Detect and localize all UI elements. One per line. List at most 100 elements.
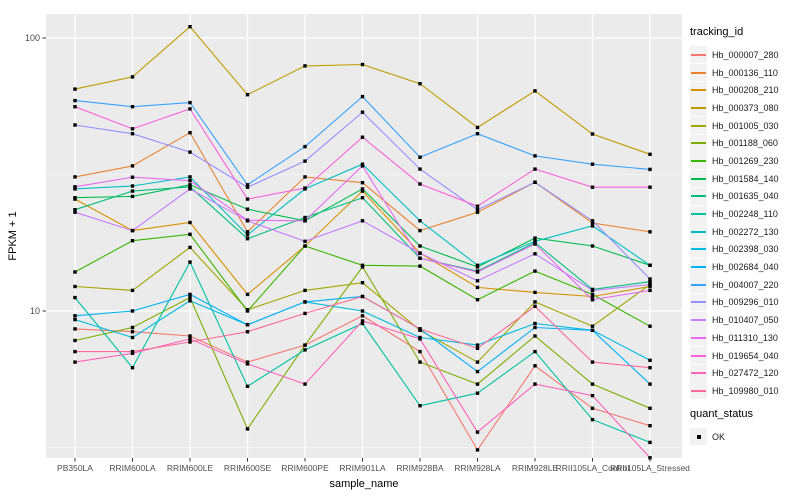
point-marker <box>130 189 135 193</box>
legend-title-quant-status: quant_status <box>690 407 753 420</box>
point-marker <box>188 337 192 341</box>
legend-key-line-icon <box>690 134 707 152</box>
point-marker <box>475 210 480 214</box>
x-tick-label: RRIM901LA <box>339 463 386 473</box>
point-marker <box>360 62 365 67</box>
quant-ok-label: OK <box>712 431 726 442</box>
point-marker <box>418 219 422 223</box>
legend-label: Hb_001005_030 <box>712 120 779 131</box>
point-marker <box>303 144 307 149</box>
point-marker <box>475 132 480 136</box>
point-marker <box>130 330 135 334</box>
point-marker <box>590 288 595 293</box>
point-marker <box>360 321 365 326</box>
point-marker <box>590 185 595 189</box>
point-marker <box>648 277 652 281</box>
point-marker <box>533 321 537 326</box>
point-marker <box>418 337 422 341</box>
point-marker <box>245 323 250 327</box>
point-marker <box>73 349 77 354</box>
point-marker <box>648 366 652 370</box>
point-marker <box>303 159 307 163</box>
point-marker <box>188 295 192 300</box>
x-tick-label: RRIM600SE <box>224 463 272 473</box>
legend-item-Hb_010407_050: Hb_010407_050 <box>690 311 798 329</box>
point-marker <box>533 252 537 256</box>
point-marker <box>245 292 250 297</box>
point-marker <box>188 107 192 111</box>
point-marker <box>418 349 422 354</box>
point-marker <box>418 167 422 171</box>
legend-key-line-icon <box>690 46 707 64</box>
point-marker <box>648 167 652 172</box>
point-marker <box>475 298 480 302</box>
point-marker <box>590 162 595 166</box>
point-marker <box>590 360 595 364</box>
point-marker <box>418 244 422 248</box>
legend-key-line-icon <box>690 223 707 241</box>
legend-item-Hb_002398_030: Hb_002398_030 <box>690 240 798 259</box>
point-marker <box>360 181 365 185</box>
x-tick-label: RRIM928LA <box>454 463 501 473</box>
point-marker <box>245 230 250 234</box>
legend-label: Hb_000007_280 <box>712 49 779 60</box>
point-marker <box>475 270 480 274</box>
point-marker <box>130 184 135 188</box>
legend-label: Hb_000208_210 <box>712 85 779 96</box>
point-marker <box>360 187 365 191</box>
point-marker <box>418 256 422 260</box>
point-marker <box>648 406 652 410</box>
point-marker <box>188 25 192 29</box>
point-marker <box>590 294 595 299</box>
x-tick-labels: PB350LA RRIM600LA RRIM600LE RRIM600SE RRIM60… <box>57 463 690 473</box>
x-tick-label: RRIM600LA <box>109 463 156 473</box>
point-marker <box>188 179 192 183</box>
x-tick-label: RRIM600PE <box>281 463 329 473</box>
point-marker <box>590 393 595 398</box>
point-marker <box>73 87 77 91</box>
legend-key-line-icon <box>690 276 707 294</box>
legend-label: Hb_002272_130 <box>712 226 779 237</box>
point-marker <box>418 82 422 86</box>
point-marker <box>590 221 595 225</box>
legend-item-Hb_002272_130: Hb_002272_130 <box>690 223 798 241</box>
point-marker <box>418 404 422 408</box>
point-marker <box>188 187 192 191</box>
point-marker <box>130 239 135 243</box>
legend-item-Hb_004007_220: Hb_004007_220 <box>690 276 798 294</box>
point-marker <box>130 309 135 313</box>
point-marker <box>73 360 77 364</box>
point-markers <box>73 25 652 460</box>
axis-ticks <box>42 37 651 462</box>
point-marker <box>303 215 307 220</box>
point-marker <box>533 325 537 330</box>
legend-key-line-icon <box>690 187 707 205</box>
point-marker <box>245 183 250 187</box>
point-marker <box>73 314 77 318</box>
point-marker <box>188 260 192 264</box>
point-marker <box>130 164 135 168</box>
legend-label: Hb_004007_220 <box>712 279 779 290</box>
point-marker <box>590 417 595 422</box>
point-marker <box>360 294 365 299</box>
point-marker <box>303 300 307 304</box>
x-axis-title: sample_name <box>329 478 399 490</box>
point-marker <box>130 132 135 136</box>
point-marker <box>360 110 365 114</box>
point-marker <box>303 343 307 347</box>
legend-key-line-icon <box>690 258 707 276</box>
point-marker <box>73 208 77 212</box>
legend-label: Hb_001635_040 <box>712 191 779 202</box>
legend-label: Hb_009296_010 <box>712 297 779 308</box>
point-marker <box>303 288 307 293</box>
point-marker <box>130 228 135 233</box>
point-marker <box>188 175 192 179</box>
legend-key-line-icon <box>690 170 707 188</box>
point-marker <box>533 349 537 354</box>
legend-label: Hb_011310_130 <box>712 332 778 343</box>
point-marker <box>303 244 307 248</box>
point-marker <box>533 364 537 368</box>
point-marker <box>648 456 652 460</box>
